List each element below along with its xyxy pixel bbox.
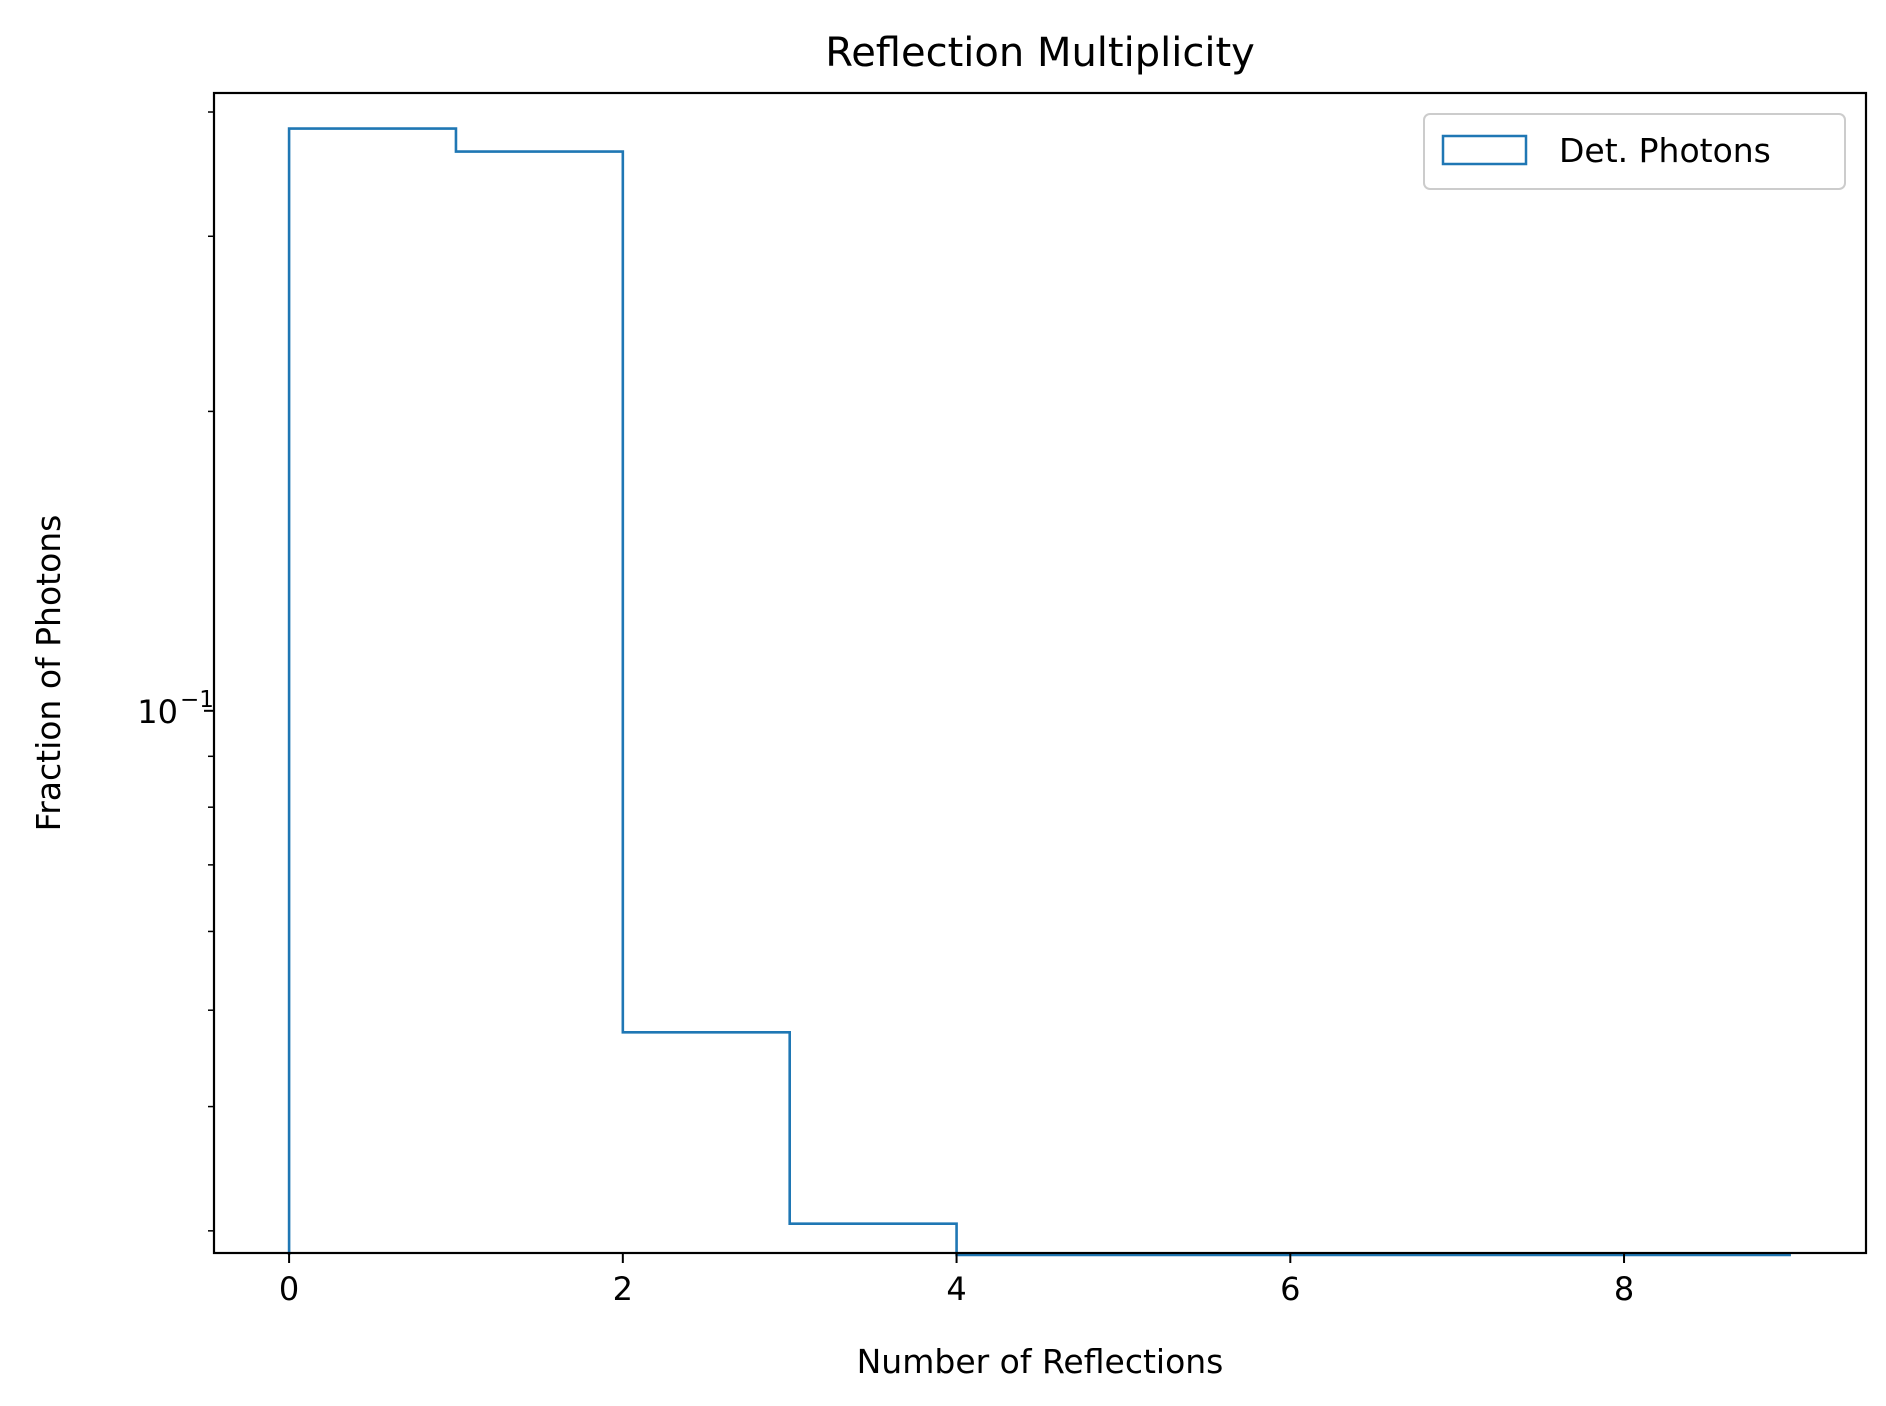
y-tick-label: 10 (137, 693, 178, 731)
legend-box (1423, 113, 1846, 190)
x-tick-label: 4 (946, 1270, 966, 1308)
legend: Det. Photons (1423, 113, 1846, 190)
x-axis-label: Number of Reflections (857, 1342, 1224, 1381)
series-det-photons-step (287, 127, 1791, 1257)
x-tick-label: 2 (613, 1270, 633, 1308)
x-axis: 0 2 4 6 8 (279, 1253, 1634, 1308)
y-axis: 10 −1 (137, 111, 214, 1232)
plot-frame (212, 91, 1868, 1255)
y-tick-label-exponent: −1 (180, 687, 214, 713)
legend-swatch-det-photons (1441, 134, 1528, 166)
chart-title: Reflection Multiplicity (825, 30, 1255, 76)
x-tick-label: 0 (279, 1270, 299, 1308)
legend-label-det-photons: Det. Photons (1559, 131, 1771, 170)
x-tick-label: 8 (1614, 1270, 1634, 1308)
plot-area (287, 127, 1791, 1257)
x-tick-label: 6 (1280, 1270, 1300, 1308)
y-axis-label: Fraction of Photons (29, 515, 68, 832)
